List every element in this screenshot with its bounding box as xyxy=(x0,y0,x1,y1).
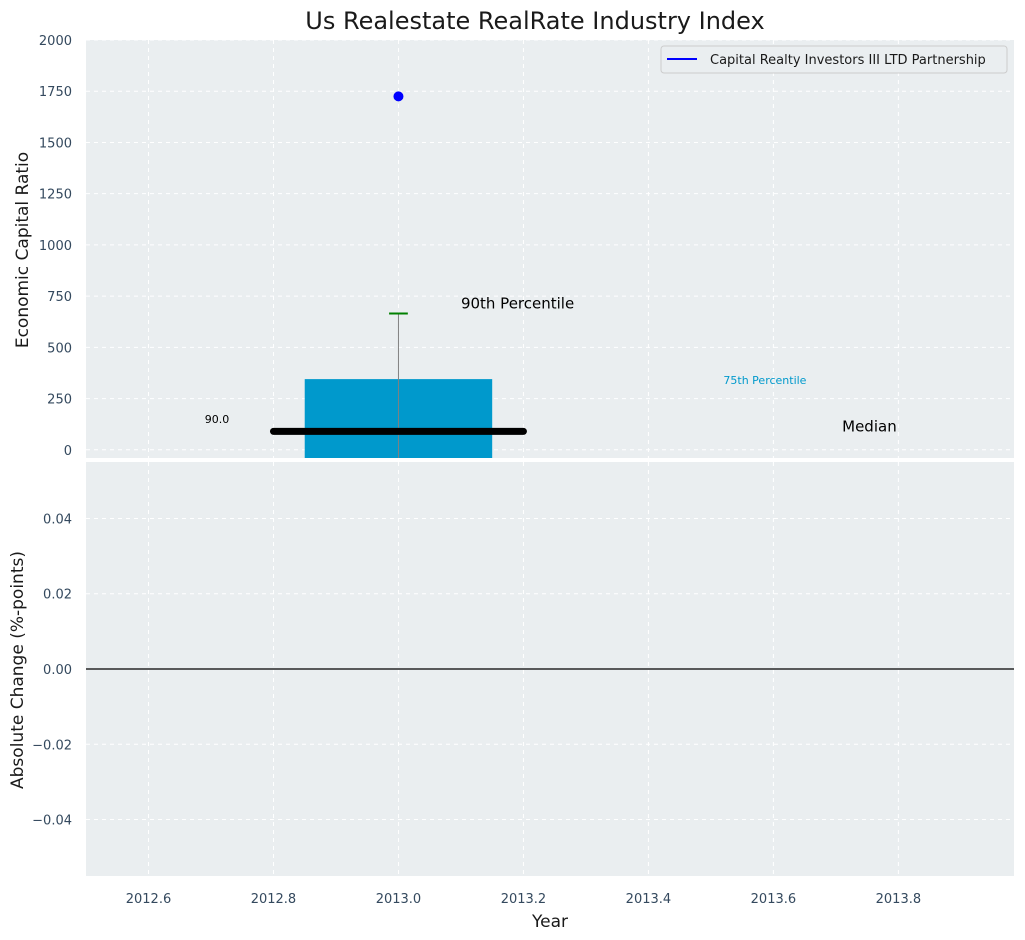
x-tick-label: 2013.8 xyxy=(876,892,922,907)
top-y-tick-label: 500 xyxy=(47,341,72,356)
top-y-axis-label: Economic Capital Ratio xyxy=(13,152,33,348)
chart-title: Us Realestate RealRate Industry Index xyxy=(305,7,764,35)
median-annotation: Median xyxy=(842,417,897,435)
top-y-tick-label: 750 xyxy=(47,290,72,305)
x-tick-label: 2013.4 xyxy=(626,892,672,907)
bottom-panel: 0.04 0.02 0.00 −0.02 −0.04 2012.6 2012.8 2013.… xyxy=(8,462,1014,932)
legend: Capital Realty Investors III LTD Partner… xyxy=(660,45,1008,74)
bottom-y-tick-label: −0.02 xyxy=(32,738,72,753)
top-panel-background xyxy=(86,40,1014,458)
top-y-tick-label: 1500 xyxy=(39,136,72,151)
top-panel-grid xyxy=(86,39,1014,458)
top-y-tick-label: 1000 xyxy=(39,239,72,254)
top-panel: 0 250 500 750 1000 1250 1500 1750 2000 90th Perc… xyxy=(13,34,1014,459)
bottom-y-ticks: 0.04 0.02 0.00 −0.02 −0.04 xyxy=(32,512,72,828)
median-value-label: 90.0 xyxy=(205,413,230,426)
p75-annotation: 75th Percentile xyxy=(723,374,806,387)
bottom-y-tick-label: −0.04 xyxy=(32,814,72,829)
bottom-panel-grid xyxy=(86,462,1014,876)
bottom-y-tick-label: 0.02 xyxy=(43,588,72,603)
x-tick-label: 2013.0 xyxy=(376,892,422,907)
top-y-tick-label: 1250 xyxy=(39,188,72,203)
p90-annotation: 90th Percentile xyxy=(461,294,574,312)
x-tick-label: 2012.6 xyxy=(126,892,172,907)
bottom-y-tick-label: 0.00 xyxy=(43,663,72,678)
top-y-ticks: 0 250 500 750 1000 1250 1500 1750 2000 xyxy=(39,34,72,459)
x-tick-label: 2013.6 xyxy=(751,892,797,907)
top-y-tick-label: 2000 xyxy=(39,34,72,49)
x-ticks: 2012.6 2012.8 2013.0 2013.2 2013.4 2013.6 2013… xyxy=(126,892,921,907)
bottom-y-tick-label: 0.04 xyxy=(43,512,72,527)
x-axis-label: Year xyxy=(531,912,568,932)
legend-box xyxy=(660,45,1008,74)
x-tick-label: 2013.2 xyxy=(501,892,547,907)
top-y-tick-label: 0 xyxy=(64,444,72,459)
top-y-tick-label: 250 xyxy=(47,393,72,408)
company-point xyxy=(393,91,404,102)
top-y-tick-label: 1750 xyxy=(39,85,72,100)
bottom-y-axis-label: Absolute Change (%-points) xyxy=(8,551,28,789)
legend-label: Capital Realty Investors III LTD Partner… xyxy=(710,53,986,68)
x-tick-label: 2012.8 xyxy=(251,892,297,907)
